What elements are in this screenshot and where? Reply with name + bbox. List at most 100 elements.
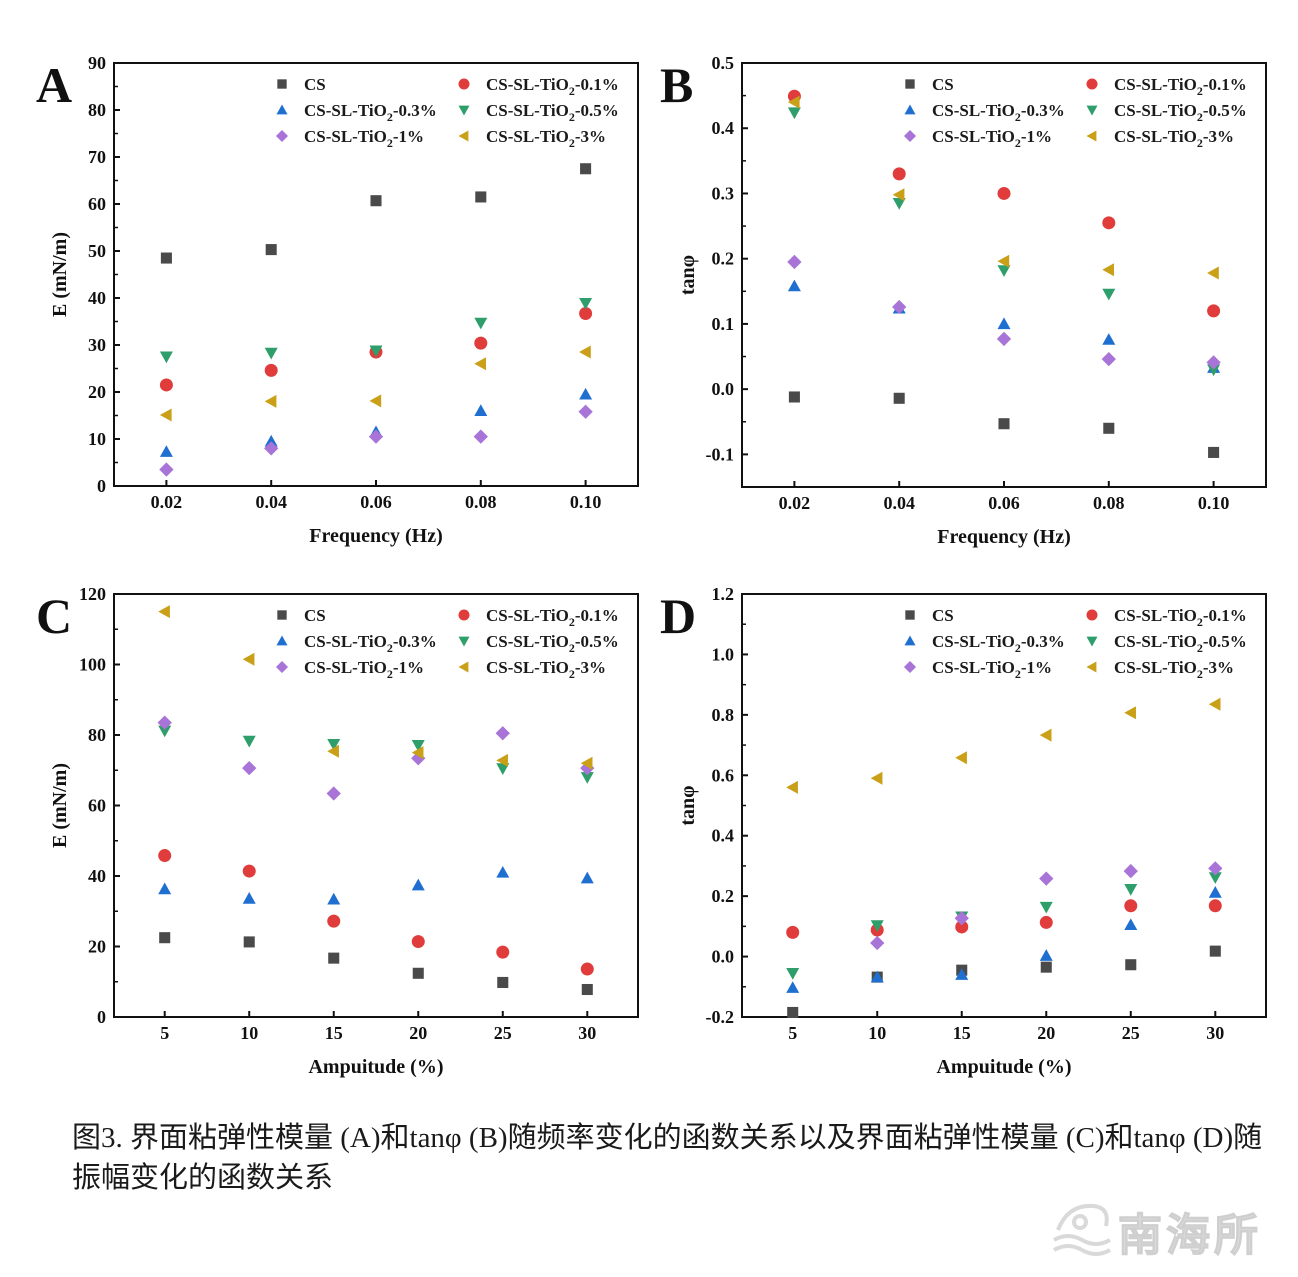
data-point (264, 394, 277, 408)
y-tick-label: 60 (88, 796, 106, 816)
data-point (870, 771, 883, 785)
y-tick-label: 0 (97, 476, 106, 496)
legend-item: CS-SL-TiO2-0.1% (458, 75, 619, 98)
data-point (1039, 728, 1052, 742)
data-point (892, 198, 906, 210)
legend-label: CS-SL-TiO2-3% (1114, 127, 1234, 150)
y-tick-label: 0.1 (712, 314, 735, 334)
x-tick-label: 20 (1037, 1023, 1055, 1043)
data-point (580, 756, 593, 770)
data-point (787, 1006, 799, 1018)
y-tick-label: 20 (88, 382, 106, 402)
series-3 (786, 872, 1222, 980)
y-tick-label: 0.6 (712, 765, 735, 785)
legend-item: CS (905, 606, 954, 625)
y-tick-label: 70 (88, 147, 106, 167)
legend-marker-icon (903, 660, 917, 674)
series-5 (786, 697, 1221, 794)
data-point (892, 167, 906, 181)
data-point (870, 920, 884, 932)
data-point (412, 967, 424, 979)
legend-marker-icon (458, 636, 470, 647)
x-axis-label: Frequency (Hz) (937, 526, 1071, 548)
data-point (160, 252, 172, 264)
legend-label: CS-SL-TiO2-0.3% (932, 101, 1065, 124)
data-point (1124, 706, 1136, 720)
data-point (955, 751, 967, 765)
data-point (242, 892, 256, 904)
legend-marker-icon (458, 105, 470, 116)
data-point (579, 307, 593, 321)
legend-marker-icon (905, 79, 915, 89)
data-point (997, 265, 1011, 277)
legend-marker-icon (904, 635, 916, 646)
data-point (1208, 861, 1223, 876)
legend-item: CS-SL-TiO2-0.5% (1086, 101, 1247, 124)
y-tick-label: -0.2 (706, 1007, 735, 1027)
y-tick-label: 90 (88, 53, 106, 73)
data-point (1039, 871, 1054, 886)
legend-item: CS (905, 75, 954, 94)
data-point (1209, 945, 1221, 957)
data-point (370, 195, 382, 207)
data-point (264, 434, 278, 447)
y-tick-label: 0.5 (712, 53, 735, 73)
data-point (158, 725, 172, 738)
legend-marker-icon (903, 129, 917, 143)
x-tick-label: 0.02 (151, 492, 183, 512)
y-tick-label: 0.3 (712, 183, 735, 203)
data-point (580, 163, 592, 175)
x-axis-label: Ampuitude (%) (308, 1056, 443, 1078)
legend: CS CS-SL-TiO2-0.1% CS-SL-TiO2-0.3% CS-SL-Ti… (275, 606, 619, 681)
data-point (264, 347, 278, 360)
legend-marker-icon (1086, 661, 1097, 673)
legend-marker-icon (1086, 636, 1098, 647)
x-tick-label: 0.04 (883, 493, 915, 513)
series-0 (159, 932, 593, 996)
data-point (786, 925, 800, 939)
watermark-logo: 南海所 (1046, 1192, 1296, 1272)
data-point (1040, 961, 1052, 973)
data-point (496, 753, 508, 767)
data-point (1102, 288, 1116, 301)
data-point (579, 387, 593, 400)
x-tick-label: 10 (240, 1023, 258, 1043)
data-point (369, 394, 382, 408)
y-tick-label: 120 (79, 584, 106, 604)
legend-item: CS-SL-TiO2-0.3% (904, 632, 1065, 655)
series-1 (786, 899, 1222, 939)
x-tick-label: 5 (160, 1023, 169, 1043)
legend: CS CS-SL-TiO2-0.1% CS-SL-TiO2-0.3% CS-SL-Ti… (275, 75, 619, 150)
data-point (496, 945, 510, 959)
watermark-text: 南海所 (1118, 1210, 1262, 1261)
series-0 (787, 945, 1221, 1018)
panel-label: D (660, 588, 696, 644)
data-point (159, 445, 173, 457)
data-point (265, 244, 277, 256)
y-tick-label: -0.1 (706, 444, 735, 464)
legend-label: CS-SL-TiO2-0.5% (1114, 101, 1247, 124)
data-point (580, 871, 594, 884)
x-tick-label: 0.06 (360, 492, 392, 512)
y-tick-label: 0.2 (712, 886, 735, 906)
wave-logo-icon (1053, 1203, 1111, 1256)
data-point (327, 744, 339, 758)
legend-marker-icon (276, 104, 288, 115)
data-point (870, 970, 884, 983)
data-point (1208, 872, 1222, 884)
data-point (475, 191, 487, 203)
data-point (579, 345, 591, 359)
data-point (474, 404, 488, 416)
data-point (369, 345, 383, 358)
legend-label: CS-SL-TiO2-3% (486, 658, 606, 681)
legend-label: CS-SL-TiO2-0.1% (1114, 75, 1247, 98)
y-tick-label: 1.2 (712, 584, 735, 604)
x-tick-label: 25 (494, 1023, 512, 1043)
data-point (1124, 899, 1138, 913)
data-point (326, 786, 341, 801)
y-tick-label: 30 (88, 335, 106, 355)
data-point (264, 363, 278, 377)
legend-marker-icon (275, 129, 289, 143)
legend-marker-icon (275, 660, 289, 674)
data-point (955, 920, 969, 934)
